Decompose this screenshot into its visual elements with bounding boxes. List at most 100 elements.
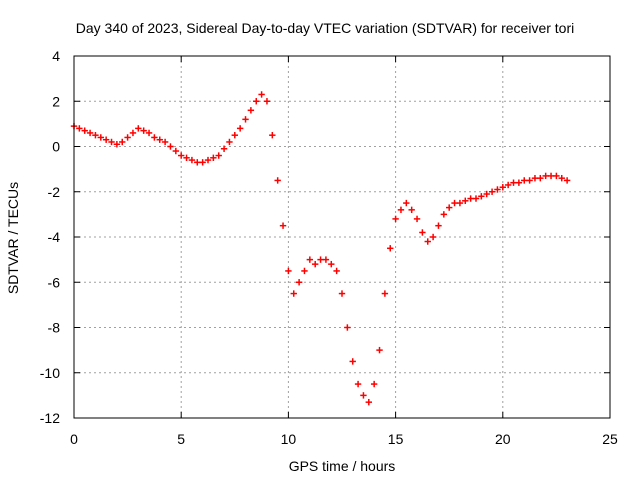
grid: [74, 56, 610, 418]
y-axis-label: SDTVAR / TECUs: [5, 182, 21, 294]
data-series: [70, 91, 571, 406]
data-point: [317, 256, 324, 263]
data-point: [322, 256, 330, 263]
data-point: [504, 181, 512, 189]
data-point: [102, 136, 110, 143]
data-point: [531, 174, 539, 182]
data-point: [429, 233, 437, 241]
y-tick-label: -2: [48, 184, 61, 200]
y-tick-label: -8: [48, 320, 61, 336]
data-point: [231, 131, 238, 139]
data-point: [451, 199, 458, 207]
data-point: [295, 279, 303, 286]
data-point: [135, 125, 142, 132]
data-point: [81, 127, 88, 134]
data-point: [349, 358, 356, 365]
data-point: [440, 211, 448, 218]
data-point: [387, 245, 394, 252]
data-point: [488, 188, 496, 195]
data-point: [129, 129, 137, 137]
data-point: [151, 134, 158, 141]
data-point: [306, 256, 314, 263]
data-point: [220, 145, 228, 152]
data-point: [97, 134, 104, 141]
data-point: [183, 154, 190, 162]
data-point: [553, 172, 560, 180]
data-point: [210, 154, 217, 162]
data-point: [483, 190, 490, 198]
data-point: [124, 134, 131, 141]
data-point: [113, 141, 121, 148]
x-tick-label: 15: [388, 431, 404, 447]
x-tick-label: 10: [281, 431, 297, 447]
data-point: [446, 204, 453, 211]
data-point: [370, 380, 378, 388]
data-point: [312, 260, 319, 268]
y-tick-label: -12: [40, 410, 60, 426]
data-point: [558, 174, 565, 182]
data-point: [462, 197, 469, 204]
data-point: [258, 91, 265, 98]
y-tick-label: 2: [52, 93, 60, 109]
data-point: [333, 267, 340, 275]
data-point: [204, 156, 212, 164]
y-tick-label: -10: [40, 365, 60, 381]
data-point: [253, 98, 260, 105]
data-point: [392, 215, 399, 223]
data-point: [526, 177, 533, 184]
data-point: [263, 98, 271, 105]
data-point: [344, 324, 351, 331]
data-point: [172, 147, 180, 155]
x-axis-label: GPS time / hours: [289, 458, 396, 474]
data-point: [360, 392, 367, 399]
data-point: [424, 238, 431, 245]
data-point: [269, 131, 276, 139]
data-point: [537, 174, 544, 182]
data-point: [108, 138, 115, 146]
data-point: [215, 152, 222, 159]
data-point: [161, 138, 169, 146]
data-point: [178, 152, 185, 159]
data-point: [397, 206, 405, 214]
data-point: [499, 184, 506, 191]
data-point: [408, 206, 415, 214]
data-point: [226, 138, 233, 146]
x-tick-label: 20: [495, 431, 511, 447]
data-point: [247, 107, 255, 114]
data-point: [419, 229, 426, 236]
x-tick-label: 5: [177, 431, 185, 447]
x-tick-label: 0: [70, 431, 78, 447]
data-point: [92, 131, 99, 139]
data-point: [145, 129, 153, 137]
data-point: [547, 172, 555, 180]
data-point: [542, 172, 549, 180]
data-point: [328, 260, 335, 268]
data-point: [494, 186, 501, 193]
data-point: [413, 215, 421, 223]
data-point: [199, 159, 206, 166]
data-point: [521, 177, 528, 184]
data-point: [354, 380, 362, 388]
data-point: [515, 179, 523, 186]
y-tick-label: 4: [52, 48, 60, 64]
data-point: [563, 177, 571, 184]
chart-title: Day 340 of 2023, Sidereal Day-to-day VTE…: [76, 20, 575, 36]
data-point: [381, 290, 389, 297]
data-point: [478, 193, 485, 200]
data-point: [435, 222, 442, 229]
y-tick-label: -4: [48, 229, 61, 245]
data-point: [76, 125, 83, 132]
y-tick-label: -6: [48, 274, 61, 290]
data-point: [140, 127, 147, 134]
data-point: [290, 290, 297, 297]
data-point: [285, 267, 292, 275]
data-point: [376, 346, 383, 354]
data-point: [301, 267, 308, 275]
data-point: [338, 290, 346, 297]
data-point: [236, 125, 244, 132]
x-tick-label: 25: [602, 431, 618, 447]
data-point: [242, 116, 249, 123]
data-point: [156, 136, 163, 143]
